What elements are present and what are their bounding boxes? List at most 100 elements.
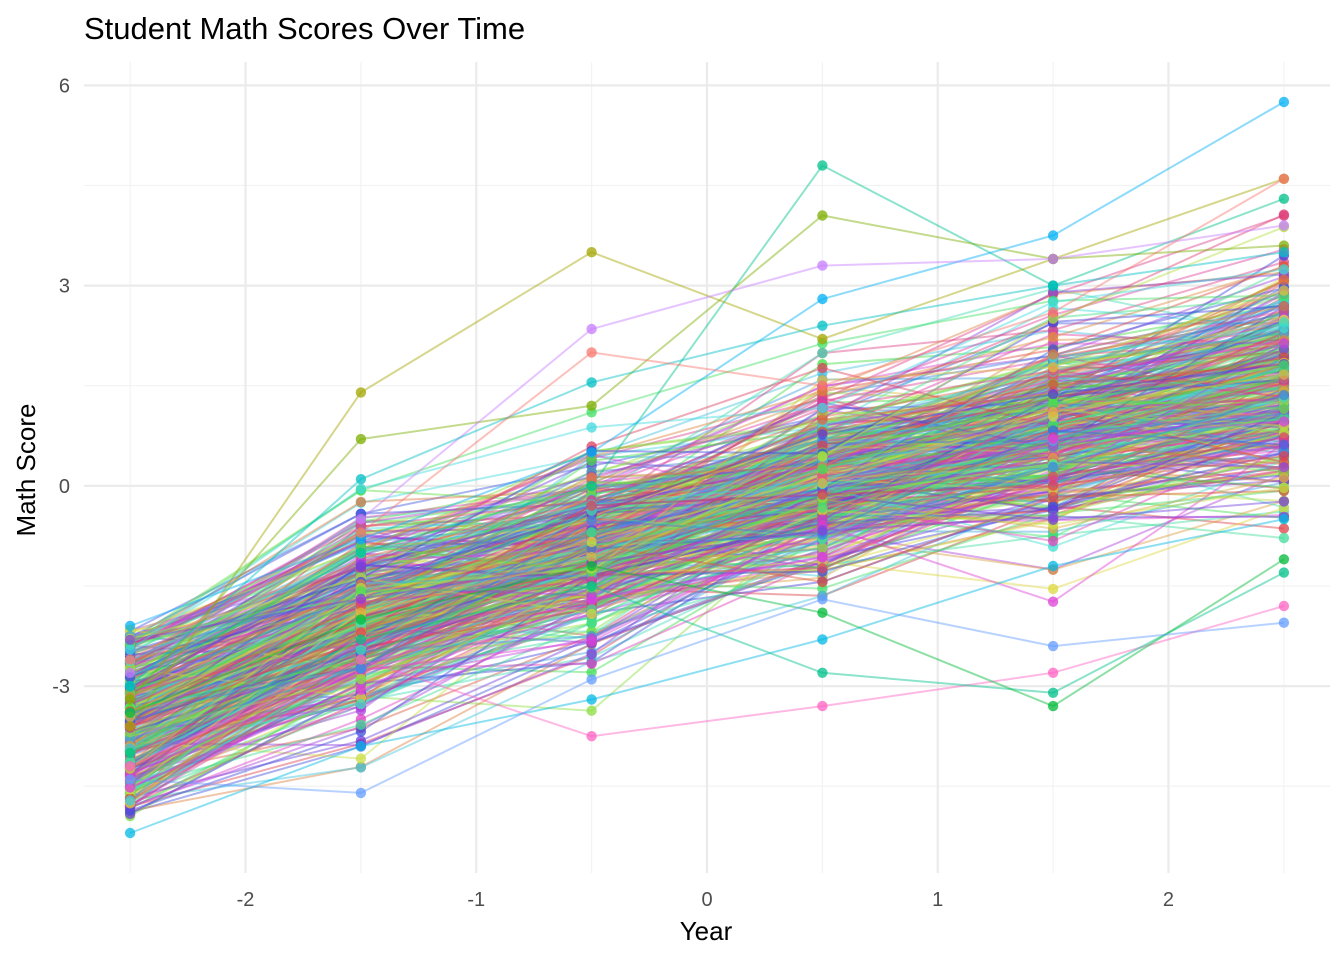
data-point (1278, 173, 1290, 184)
data-point (586, 694, 597, 705)
series-line (129, 417, 1284, 717)
data-point (1047, 640, 1059, 652)
series-line (129, 275, 1285, 694)
series-line (129, 399, 1285, 734)
series-line (129, 404, 1284, 701)
data-point (1278, 220, 1290, 231)
series-line (129, 364, 1285, 721)
series-line (129, 367, 1285, 739)
series-line (129, 453, 1285, 704)
series-line (129, 321, 1285, 642)
series-line (130, 384, 1285, 666)
series-line (129, 446, 1285, 738)
data-point (586, 347, 597, 358)
data-point (124, 667, 136, 678)
series-line (129, 367, 1285, 675)
series-line (129, 390, 1285, 738)
data-point (1047, 687, 1059, 698)
series-line (129, 373, 1285, 718)
series-line (129, 286, 1285, 772)
series-line (129, 344, 1285, 782)
series-line (129, 381, 1285, 797)
data-point (124, 761, 136, 772)
series-line (129, 317, 1285, 661)
data-point (586, 447, 597, 458)
series-line (129, 412, 1284, 716)
data-point (586, 617, 597, 629)
series-line (129, 343, 1285, 693)
series-line (129, 395, 1284, 679)
series-line (129, 410, 1284, 807)
data-point (1047, 461, 1059, 473)
series-line (129, 391, 1285, 763)
series-line (129, 266, 1285, 695)
series-line (129, 350, 1285, 678)
data-point (817, 414, 828, 425)
series-line (129, 430, 1285, 812)
series-line (129, 393, 1285, 650)
series-line (129, 471, 1285, 690)
data-point (1278, 301, 1290, 312)
series-line (129, 363, 1285, 746)
data-point (124, 680, 136, 692)
data-point (1047, 535, 1059, 547)
data-point (355, 496, 367, 508)
series-line (129, 414, 1285, 739)
series-line (129, 467, 1284, 728)
series-line (129, 375, 1285, 785)
series-line (129, 332, 1285, 744)
series-line (129, 377, 1285, 762)
series-line (129, 424, 1284, 664)
series-line (129, 407, 1284, 634)
data-point (1047, 361, 1059, 373)
series-line (129, 401, 1284, 658)
series-line (129, 374, 1284, 645)
series-line (129, 486, 1285, 641)
series-line (129, 313, 1285, 750)
series-line (129, 332, 1285, 646)
data-point (586, 560, 597, 572)
series-line (129, 310, 1285, 703)
series-line (129, 413, 1284, 740)
series-line (129, 445, 1285, 728)
series-line (129, 309, 1285, 755)
series-line (129, 514, 1284, 735)
series-line (129, 348, 1285, 764)
data-point (355, 787, 367, 799)
series-line (129, 363, 1285, 662)
series-line (129, 325, 1285, 771)
data-point (1047, 480, 1059, 491)
series-line (129, 344, 1285, 752)
data-point (124, 721, 136, 732)
series-line (129, 291, 1285, 702)
data-point (817, 489, 828, 500)
data-point (1278, 532, 1290, 544)
data-point (1278, 96, 1290, 108)
series-line (129, 305, 1285, 776)
data-point (817, 563, 828, 574)
series-line (129, 415, 1285, 673)
data-point (817, 402, 828, 414)
data-point (817, 552, 828, 563)
series-line (129, 378, 1285, 714)
series-line (129, 344, 1285, 720)
series-line (129, 341, 1284, 650)
data-point (355, 634, 367, 645)
series-line (129, 344, 1285, 697)
series-line (129, 447, 1284, 808)
data-point (586, 543, 597, 555)
data-point (817, 634, 828, 645)
series-line (129, 605, 1285, 768)
data-point (1278, 450, 1290, 462)
data-point (1278, 193, 1290, 204)
series-line (129, 438, 1284, 668)
data-point (1047, 331, 1059, 343)
series-line (129, 489, 1284, 739)
series-line (129, 429, 1285, 773)
data-point (817, 525, 828, 536)
data-point (586, 527, 597, 538)
series-line (129, 479, 1284, 717)
series-line (129, 362, 1285, 719)
series-line (129, 443, 1284, 745)
